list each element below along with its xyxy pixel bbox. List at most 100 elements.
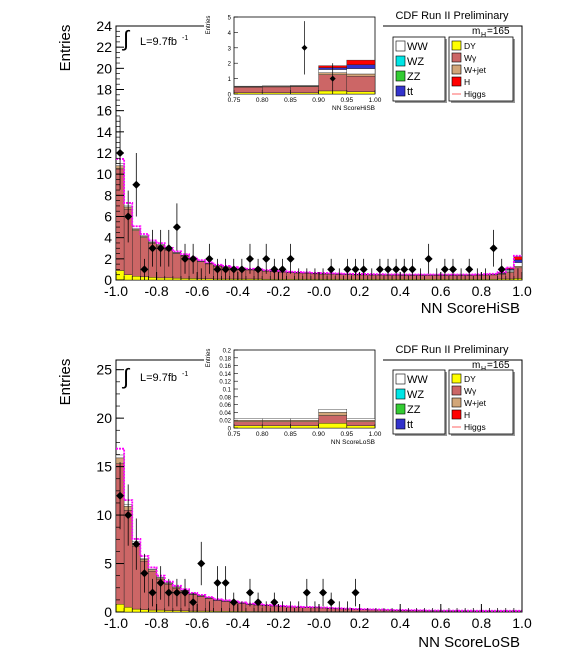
inset-y-tick-label: 0.2 — [223, 349, 232, 355]
data-point — [164, 244, 173, 253]
inset-hist-bin-WW — [346, 418, 376, 421]
data-point — [181, 588, 190, 597]
inset-x-axis-label: NN ScoreLoSB — [331, 439, 375, 446]
legend-label: tt — [407, 419, 413, 431]
hist-bin-DY — [172, 610, 182, 613]
hist-bin-DY — [132, 608, 141, 613]
legend-label: DY — [464, 374, 476, 384]
legend-label: W+jet — [464, 398, 487, 408]
legend-swatch — [395, 403, 406, 415]
inset-y-tick-label: 0 — [228, 93, 232, 99]
x-axis-label: NN ScoreLoSB — [418, 634, 520, 651]
inset-y-tick-label: 1 — [228, 77, 232, 83]
inset-hist-bin-Wγ — [346, 76, 376, 92]
x-tick-label: -0.0 — [307, 615, 331, 631]
data-point — [400, 265, 409, 274]
inset-data-point — [329, 75, 336, 82]
inset-x-tick-label: 0.95 — [340, 97, 353, 104]
inset-hist-bin-DY — [233, 425, 263, 429]
inset-x-tick-label: 0.75 — [228, 431, 241, 438]
data-point — [148, 588, 157, 597]
legend-swatch — [451, 40, 462, 51]
hist-bin-Wγ — [489, 274, 498, 280]
y-tick-label: 6 — [104, 209, 112, 225]
legend-swatch — [395, 418, 406, 430]
inset-hist-bin-DY — [318, 423, 348, 429]
hist-bin-DY — [123, 274, 133, 281]
legend-label: Higgs — [464, 89, 486, 99]
x-tick-label: -0.8 — [145, 283, 169, 299]
inset-y-tick-label: 0.04 — [219, 411, 231, 417]
data-point — [213, 265, 222, 274]
inset-hist-bin-W+jet — [346, 420, 376, 422]
legend-swatch — [395, 55, 406, 67]
hist-bin-tt — [513, 259, 523, 263]
data-point — [351, 588, 360, 597]
x-tick-label: 0.2 — [350, 615, 370, 631]
data-point — [375, 265, 384, 274]
legend-label: H — [464, 77, 470, 87]
inset-x-tick-label: 0.80 — [256, 431, 269, 438]
inset-x-tick-label: 0.85 — [284, 431, 297, 438]
hist-bin-DY — [188, 278, 198, 281]
data-point — [278, 265, 287, 274]
panel-title: CDF Run II Preliminary — [395, 10, 509, 22]
x-tick-label: -0.4 — [226, 283, 250, 299]
signal-line — [116, 447, 522, 612]
hist-bin-W+jet — [513, 266, 523, 269]
lumi-exponent: -1 — [182, 35, 188, 42]
inset-hist-bin-Wγ — [346, 421, 376, 426]
inset-y-tick-label: 0.16 — [219, 364, 231, 370]
data-point — [359, 265, 368, 274]
hist-bin-Wγ — [424, 275, 433, 280]
data-point — [262, 254, 271, 263]
data-point — [489, 244, 498, 253]
inset-hist-bin-W+jet — [346, 73, 376, 77]
x-tick-label: -0.6 — [185, 615, 209, 631]
inset-hist-bin-Wγ — [262, 86, 291, 93]
data-point — [327, 598, 336, 607]
inset-y-axis-label: Entries — [206, 16, 212, 35]
inset-x-tick-label: 0.75 — [228, 97, 241, 104]
data-point — [351, 265, 360, 274]
data-point — [302, 588, 311, 597]
data-point — [424, 254, 433, 263]
x-tick-label: -0.2 — [266, 615, 290, 631]
data-point — [237, 265, 246, 274]
hist-bin-DY — [156, 277, 165, 281]
legend-swatch — [451, 64, 462, 75]
legend-label: DY — [464, 41, 476, 51]
inset-hist-bin-DY — [346, 425, 376, 429]
inset-hist-bin-tt — [346, 64, 376, 69]
inset-hist-bin-DY — [262, 425, 291, 429]
data-point — [245, 254, 254, 263]
panel-hisb: CDF Run II Preliminary Entries NN ScoreH… — [57, 9, 532, 317]
inset-hist-bin-W+jet — [318, 412, 348, 416]
mass-subscript: H — [481, 32, 486, 39]
data-point — [465, 265, 474, 274]
data-point — [408, 265, 417, 274]
y-axis-label: Entries — [57, 359, 74, 406]
x-tick-label: 0.2 — [350, 283, 370, 299]
data-point — [140, 265, 149, 274]
y-tick-label: 10 — [96, 166, 112, 182]
hist-bin-DY — [172, 277, 182, 281]
mass-subscript: H — [481, 366, 486, 373]
x-tick-label: -0.2 — [266, 283, 290, 299]
y-tick-label: 15 — [96, 459, 112, 475]
legend-label: Higgs — [464, 422, 486, 432]
data-point — [181, 254, 190, 263]
x-tick-label: 0.8 — [472, 615, 492, 631]
data-point — [254, 598, 263, 607]
hist-bin-DY — [132, 276, 141, 281]
data-point — [221, 578, 230, 587]
inset-hist-bin-WW — [290, 85, 319, 87]
inset-hist-bin-WW — [262, 418, 291, 421]
legend-swatch — [451, 52, 462, 63]
hist-bin-Wγ — [221, 601, 230, 612]
data-point — [124, 212, 133, 221]
integral-symbol: ∫ — [121, 364, 131, 389]
data-point — [229, 598, 238, 607]
inset-y-tick-label: 2 — [228, 62, 232, 68]
inset-x-axis-label: NN ScoreHiSB — [332, 105, 375, 112]
